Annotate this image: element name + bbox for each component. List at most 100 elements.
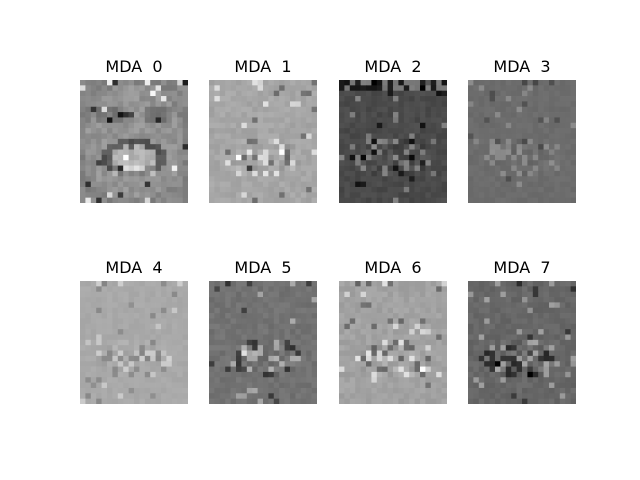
image-pixel [409,382,415,389]
image-pixel [409,197,415,203]
image-pixel [409,355,415,362]
image-pixel [532,339,539,346]
image-pixel [177,112,183,118]
image-pixel [382,133,388,140]
image-pixel [387,117,394,124]
image-pixel [246,80,253,86]
image-pixel [538,313,544,319]
image-pixel [150,149,156,156]
image-pixel [549,302,555,309]
image-pixel [376,291,383,298]
image-pixel [300,112,307,118]
image-pixel [371,160,378,166]
image-pixel [128,329,135,335]
image-pixel [230,366,237,373]
image-pixel [177,192,183,198]
image-pixel [355,192,361,198]
image-pixel [230,106,237,113]
image-pixel [117,122,124,129]
image-pixel [177,186,183,193]
image-pixel [484,112,490,118]
image-pixel [468,307,474,314]
image-pixel [279,281,285,287]
image-pixel [252,112,258,118]
image-pixel [112,366,119,373]
image-pixel [241,149,248,156]
image-pixel [182,133,188,140]
image-pixel [349,398,356,404]
image-pixel [150,398,156,404]
image-pixel [295,186,302,193]
image-pixel [90,160,97,166]
image-pixel [387,291,394,298]
image-pixel [295,85,302,92]
image-pixel [505,176,512,182]
image-pixel [219,350,226,357]
image-pixel [273,176,280,182]
image-pixel [409,160,415,166]
image-pixel [134,186,140,193]
image-pixel [570,80,576,86]
image-pixel [279,101,285,108]
image-pixel [468,297,474,303]
image-pixel [403,297,410,303]
image-pixel [252,96,258,102]
image-pixel [252,350,258,357]
image-pixel [214,85,221,92]
image-pixel [527,377,534,383]
image-pixel [398,181,405,188]
image-pixel [371,106,378,113]
image-pixel [85,101,92,108]
image-pixel [263,85,269,92]
image-pixel [107,286,113,293]
image-pixel [252,382,258,389]
image-pixel [376,117,383,124]
mda-panel-title: MDA 5 [234,258,292,277]
image-pixel [246,382,253,389]
image-pixel [344,128,351,134]
image-pixel [559,350,566,357]
image-pixel [236,361,242,367]
image-pixel [376,112,383,118]
image-pixel [117,133,124,140]
image-pixel [489,80,496,86]
image-pixel [257,361,264,367]
image-pixel [360,90,367,97]
image-pixel [425,90,432,97]
image-pixel [489,323,496,330]
image-pixel [230,165,237,172]
image-pixel [366,106,372,113]
image-pixel [387,345,394,351]
image-pixel [339,398,345,404]
image-pixel [182,281,188,287]
image-pixel [441,366,447,373]
image-pixel [123,387,129,394]
image-pixel [182,176,188,182]
image-pixel [489,122,496,129]
image-pixel [473,345,480,351]
image-pixel [366,329,372,335]
mda-component-image [468,80,576,203]
image-pixel [355,297,361,303]
image-pixel [166,144,173,150]
image-pixel [263,307,269,314]
image-pixel [559,355,566,362]
image-pixel [263,371,269,378]
image-pixel [430,96,437,102]
image-pixel [155,128,162,134]
image-pixel [284,112,291,118]
image-pixel [376,154,383,161]
image-pixel [441,106,447,113]
image-pixel [209,318,215,325]
image-pixel [414,154,421,161]
image-pixel [112,297,119,303]
image-pixel [500,128,507,134]
image-pixel [484,297,490,303]
image-pixel [436,160,442,166]
image-pixel [403,361,410,367]
image-pixel [236,334,242,341]
image-pixel [549,361,555,367]
image-pixel [155,307,162,314]
image-pixel [155,90,162,97]
image-pixel [376,345,383,351]
